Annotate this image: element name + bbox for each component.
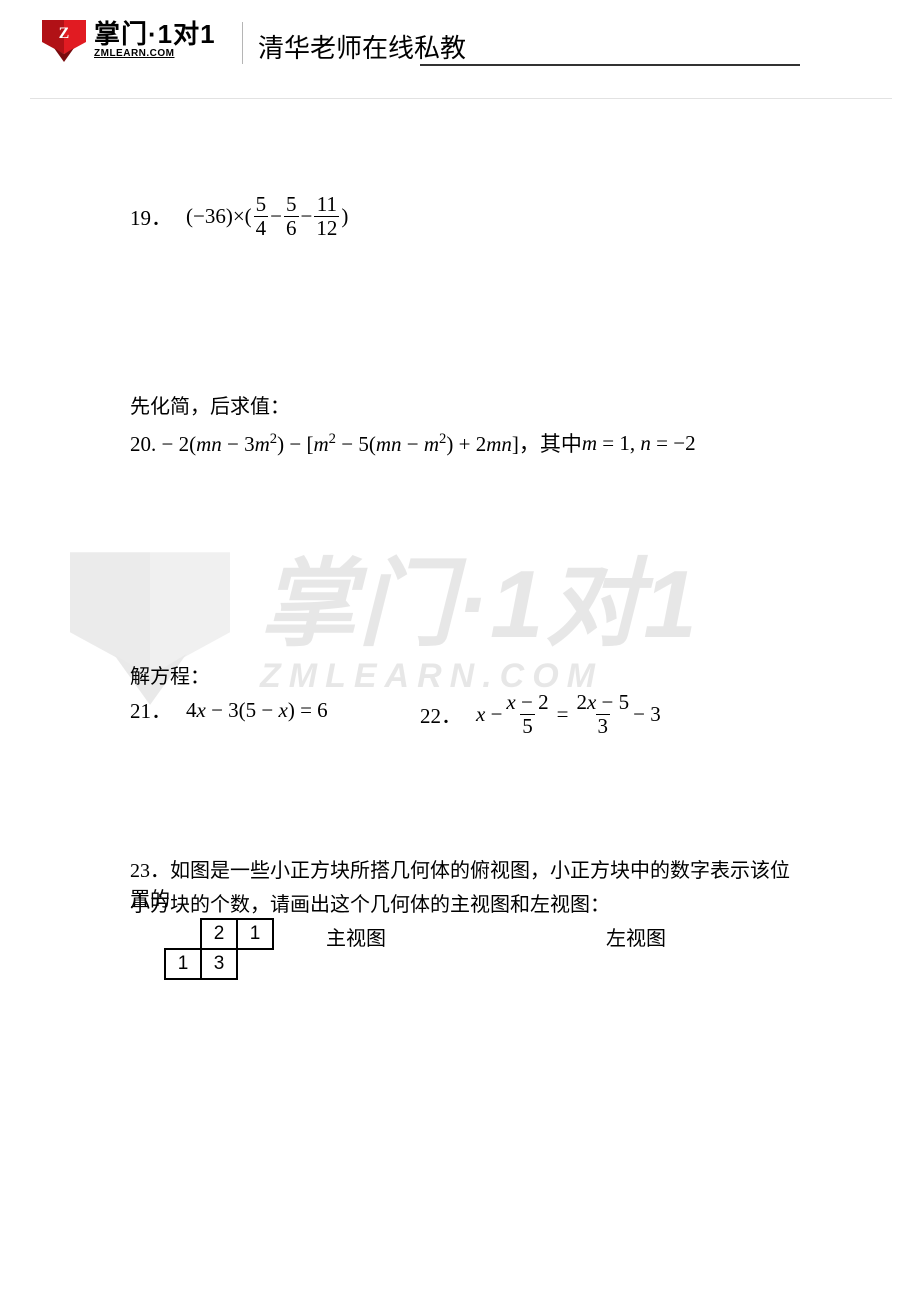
watermark-sub-text: ZMLEARN.COM [260,659,699,693]
p22-frac2: 2x − 5 3 [574,692,631,737]
header-divider [242,22,243,64]
problem-21: 21． 4x − 3(5 − x) = 6 [130,695,328,725]
problem-20-lead: 先化简，后求值： [130,390,290,419]
grid-cell-0-0 [165,919,201,949]
front-view-label: 主视图 [326,922,386,951]
grid-cell-0-1: 2 [201,919,237,949]
header-underline [420,64,800,66]
p21-expression: 4x − 3(5 − x) = 6 [186,698,328,723]
p20-where-values: m = 1, n = −2 [582,431,696,456]
header-tagline: 清华老师在线私教 [258,28,466,65]
page-header: Z 掌门·1对1 ZMLEARN.COM 清华老师在线私教 [0,0,920,72]
problem-22: 22． x − x − 2 5 = 2x − 5 3 − 3 [420,692,661,737]
grid-cell-1-2 [237,949,273,979]
page-horizontal-rule [30,98,892,99]
problem-number: 21． [130,695,172,725]
p20-where-label: 其中 [540,428,582,458]
p19-frac1: 5 4 [254,194,269,239]
p19-frac3: 11 12 [314,194,339,239]
grid-cell-1-0: 1 [165,949,201,979]
problem-number: 19． [130,202,172,232]
shield-icon: Z [40,18,88,62]
logo-main-text: 掌门·1对1 [94,21,216,47]
p19-suffix: ) [341,204,348,229]
brand-logo: Z 掌门·1对1 ZMLEARN.COM [40,18,216,62]
svg-text:Z: Z [59,25,70,42]
p22-frac1: x − 2 5 [504,692,550,737]
watermark-main-text: 掌门·1对1 [260,557,699,653]
problem-23-line2: 小方块的个数，请画出这个几何体的主视图和左视图： [130,888,610,917]
grid-cell-0-2: 1 [237,919,273,949]
logo-sub-text: ZMLEARN.COM [94,49,216,59]
problem-19: 19． (−36)×( 5 4 − 5 6 − 11 12 ) [130,194,348,239]
p19-prefix: (−36)×( [186,204,252,229]
p20-expression: 20. − 2(mn − 3m2) − [m2 − 5(mn − m2) + 2… [130,428,540,458]
problem-20: 20. − 2(mn − 3m2) − [m2 − 5(mn − m2) + 2… [130,428,696,458]
grid-cell-1-1: 3 [201,949,237,979]
solve-equations-lead: 解方程： [130,660,210,689]
problem-number: 22． [420,700,462,730]
left-view-label: 左视图 [606,922,666,951]
top-view-grid: 2 1 1 3 [164,918,274,980]
p19-frac2: 5 6 [284,194,299,239]
